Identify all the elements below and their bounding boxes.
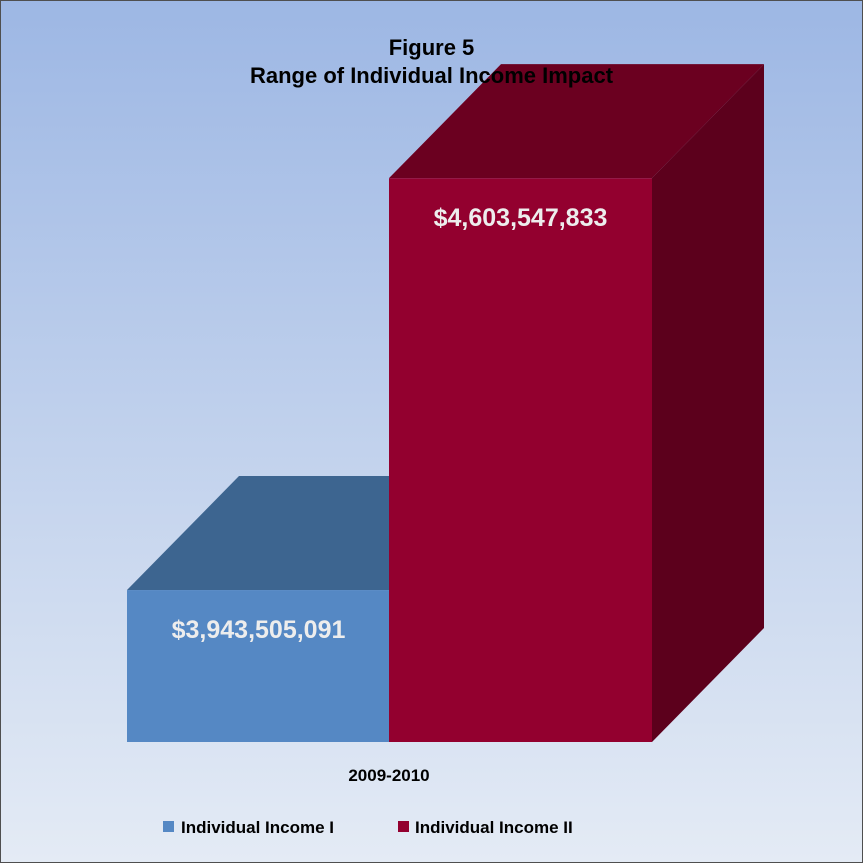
data-label-1: $3,943,505,091: [172, 616, 346, 644]
bar-1-front-face: [127, 590, 390, 742]
data-label-2: $4,603,547,833: [434, 204, 608, 232]
bar-2: [389, 64, 764, 742]
x-tick-label: 2009-2010: [348, 766, 429, 785]
legend-swatch-1: [163, 821, 174, 832]
bar-2-side-face: [652, 64, 764, 742]
legend-label-2: Individual Income II: [415, 818, 573, 837]
bar-2-front-face: [389, 178, 652, 742]
legend-swatch-2: [398, 821, 409, 832]
chart-title-line-1: Figure 5: [0, 35, 863, 61]
legend-label-1: Individual Income I: [181, 818, 334, 837]
chart-title-line-2: Range of Individual Income Impact: [0, 63, 863, 89]
